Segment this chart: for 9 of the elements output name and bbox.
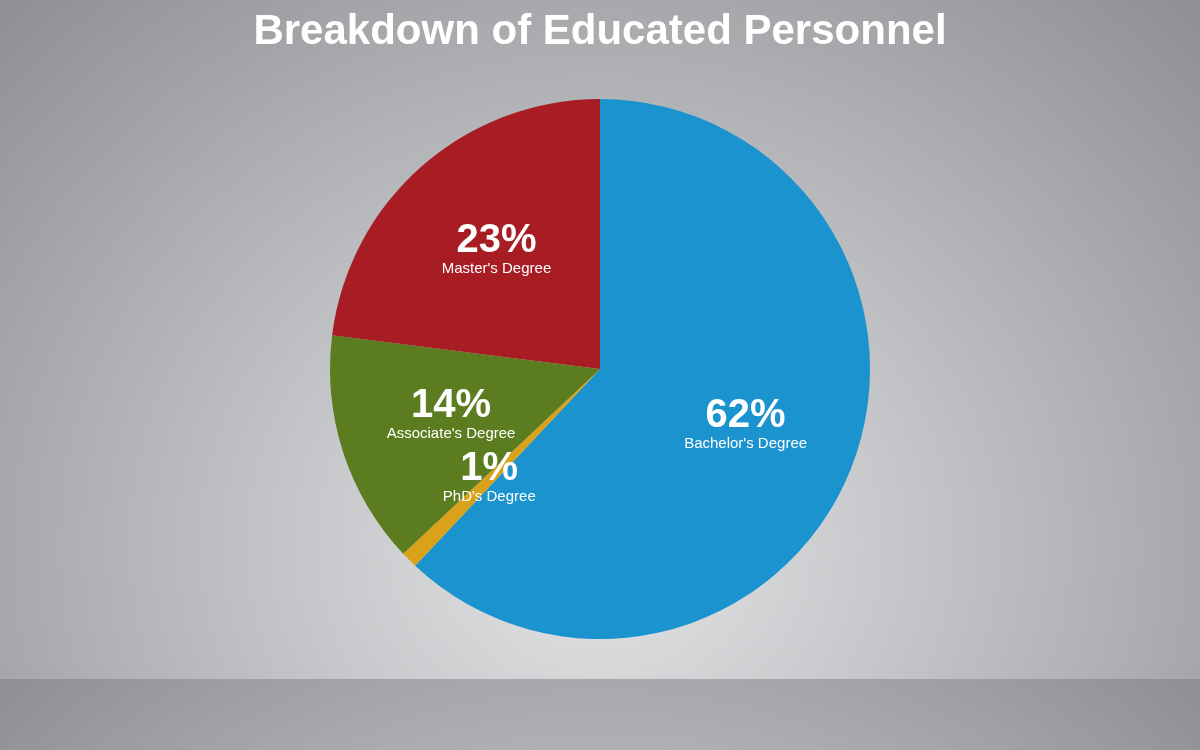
chart-title: Breakdown of Educated Personnel (253, 6, 947, 53)
slice-label: Bachelor's Degree (684, 433, 808, 451)
data-label: 23% (456, 215, 537, 260)
data-label: 62% (705, 390, 786, 435)
slice-label: Associate's Degree (386, 424, 516, 442)
pie-slice (332, 99, 600, 369)
slice-label: Master's Degree (441, 258, 552, 276)
pie-slice (330, 335, 600, 554)
data-label: 14% (411, 381, 492, 426)
